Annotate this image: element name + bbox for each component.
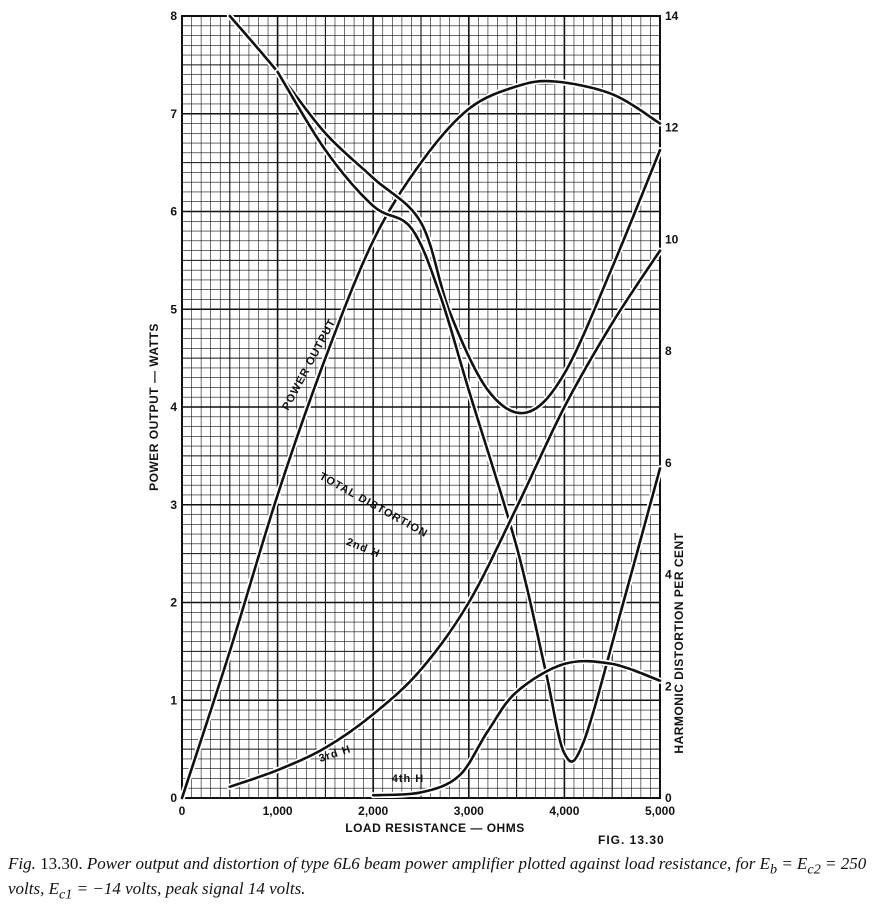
y-tick-label-right: 12 (665, 121, 679, 135)
y-tick-label-right: 0 (665, 791, 672, 805)
y-tick-label-left: 1 (170, 693, 177, 707)
x-tick-label: 1,000 (263, 804, 293, 818)
caption-lead: Fig. (8, 854, 36, 873)
x-tick-label: 3,000 (454, 804, 484, 818)
y-tick-label-left: 4 (170, 400, 177, 414)
chart-grid (181, 15, 661, 799)
y-tick-label-left: 7 (170, 107, 177, 121)
caption-rest2: = 250 volts, E (8, 854, 867, 899)
y-tick-label-left: 8 (170, 9, 177, 23)
y-tick-label-left: 3 (170, 498, 177, 512)
curve-4th-h (371, 659, 662, 797)
x-tick-label: 5,000 (645, 804, 675, 818)
y-tick-label-left: 6 (170, 205, 177, 219)
curve-total-distortion (228, 14, 662, 415)
figure-caption: Fig. 13.30. Power output and distortion … (8, 854, 878, 905)
caption-sub-c1: c1 (59, 886, 73, 903)
y-tick-label-right: 6 (665, 456, 672, 470)
curve-label-2nd-h: 2nd H (344, 536, 381, 560)
plot-frame (181, 15, 661, 799)
y-tick-label-right: 8 (665, 344, 672, 358)
y-tick-label-right: 4 (665, 568, 672, 582)
caption-rest: = E (777, 854, 808, 873)
y-tick-label-left: 5 (170, 302, 177, 316)
figure-tag: FIG. 13.30 (598, 833, 665, 847)
y-axis-title-left: POWER OUTPUT — WATTS (147, 323, 161, 491)
caption-number: 13.30. (40, 854, 83, 873)
y-axis-title-right: HARMONIC DISTORTION PER CENT (672, 532, 686, 753)
caption-sub-c2: c2 (807, 861, 821, 878)
y-tick-label-right: 2 (665, 679, 672, 693)
caption-rest3: = −14 volts, peak signal 14 volts. (72, 879, 306, 899)
caption-text: Power output and distortion of type 6L6 … (86, 854, 770, 873)
curve-power-output (180, 79, 662, 800)
caption-sub-b: b (769, 861, 778, 878)
curve-label-4th-h: 4th H (392, 773, 425, 785)
chart-curves (179, 13, 663, 801)
chart-canvas: 0 1,000 2,000 3,000 4,000 5,00001234567802468… (147, 9, 686, 835)
x-tick-label: 4,000 (549, 804, 579, 818)
y-tick-label-left: 2 (170, 596, 177, 610)
curve-3rd-h (228, 249, 662, 789)
x-tick-label: 0 (179, 804, 186, 818)
y-tick-label-right: 10 (665, 232, 679, 246)
x-tick-label: 2,000 (358, 804, 388, 818)
y-tick-label-right: 14 (665, 9, 679, 23)
y-tick-label-left: 0 (170, 791, 177, 805)
axis-ticks: 0 1,000 2,000 3,000 4,000 5,00001234567802468… (170, 9, 678, 818)
x-axis-title: LOAD RESISTANCE — OHMS (345, 821, 524, 835)
